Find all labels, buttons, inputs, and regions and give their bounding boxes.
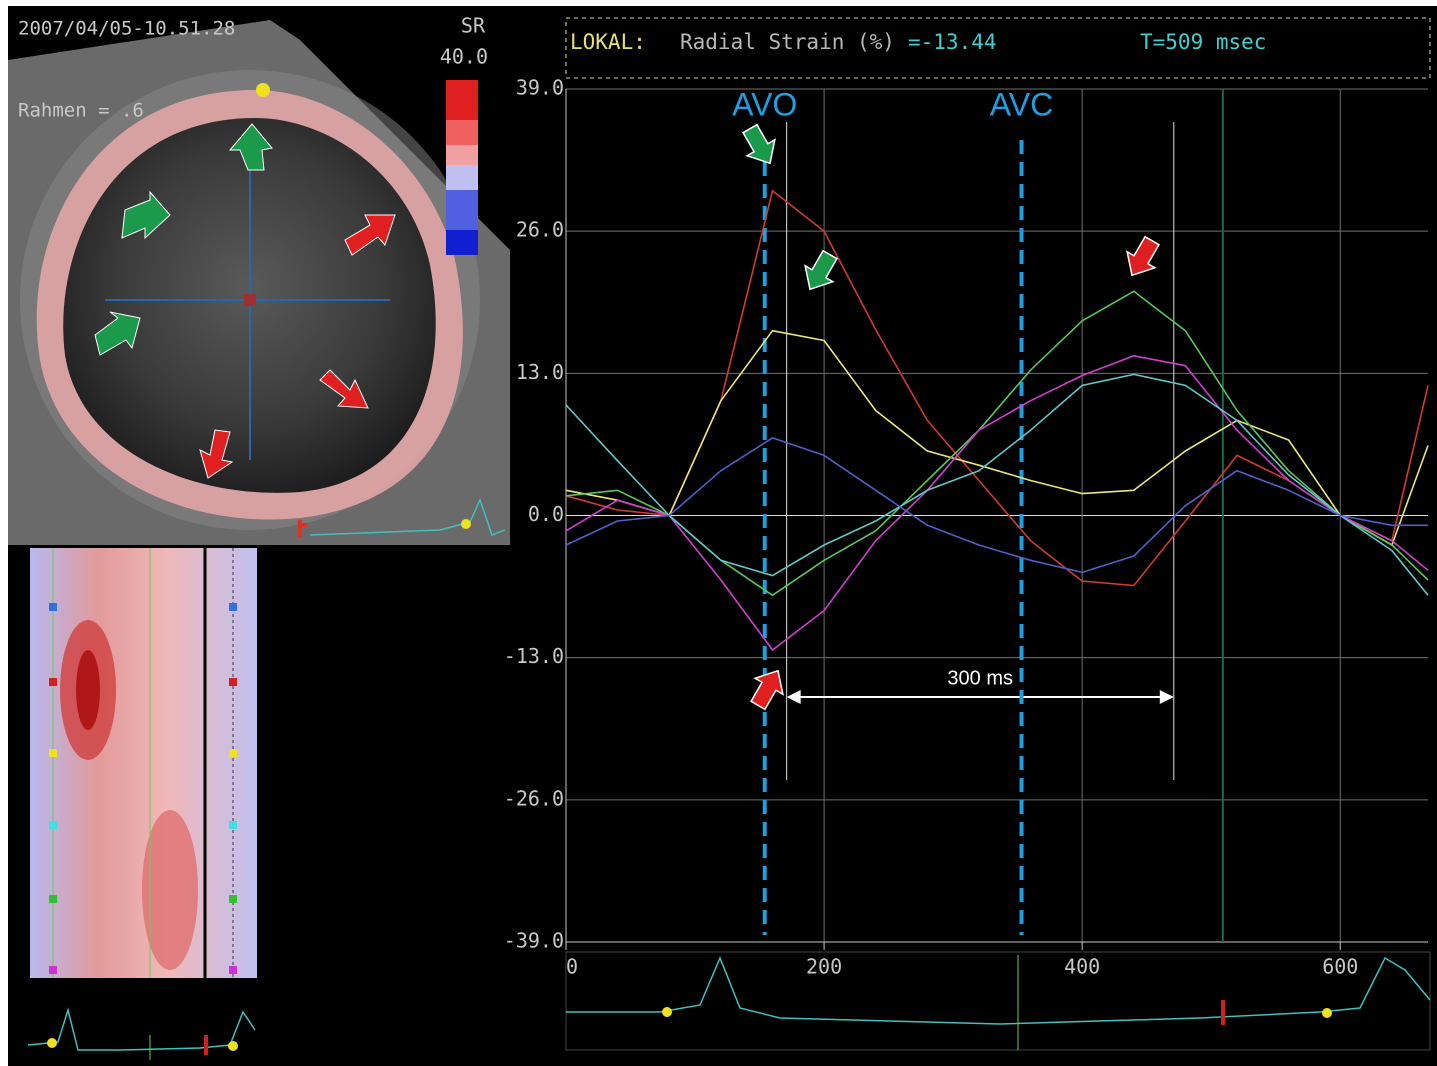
frame-label: Rahmen = .6 [18,100,144,122]
scale-value: 40.0 [440,45,488,69]
header-box [565,17,1431,79]
header-label: LOKAL: [570,30,646,54]
y-tick-label: -26.0 [504,786,564,810]
chart-title: Radial Strain (%) [680,30,895,54]
value-readout: =-13.44 [908,30,997,54]
ecg-trace [565,951,1431,1051]
scale-label: SR [461,14,486,38]
interval-label: 300 ms [947,667,1013,689]
x-tick-label: 600 [1322,955,1358,979]
strain-line [565,373,1429,596]
y-tick-label: 13.0 [516,360,564,384]
arrow-head [786,690,801,704]
ultrasound-image [8,20,510,545]
event-label: AVC [990,86,1053,122]
timestamp: 2007/04/05-10.51.28 [18,18,235,40]
arrow-head [1159,690,1174,704]
plot: 39.0 26.0 13.0 0.0 -13.0 -26.0 -39.00 200 400 600… [504,76,1429,979]
y-tick-label: -39.0 [504,929,564,953]
strain-line [565,437,1428,574]
annotation-arrow [1126,235,1160,277]
y-tick-label: 39.0 [516,76,564,100]
time-readout: T=509 msec [1140,30,1266,54]
y-tick-label: 0.0 [528,502,564,526]
strain-line [565,329,1429,546]
x-tick-label: 200 [806,955,842,979]
annotation-arrow [804,249,838,291]
x-tick-label: 0 [566,955,578,979]
y-tick-label: 26.0 [516,218,564,242]
annotation-arrow [742,123,776,165]
strain-map [27,548,257,1060]
y-tick-label: -13.0 [504,644,564,668]
strain-line [565,355,1429,651]
x-tick-label: 400 [1064,955,1100,979]
annotation-arrow [750,669,784,711]
event-label: AVO [732,86,797,122]
